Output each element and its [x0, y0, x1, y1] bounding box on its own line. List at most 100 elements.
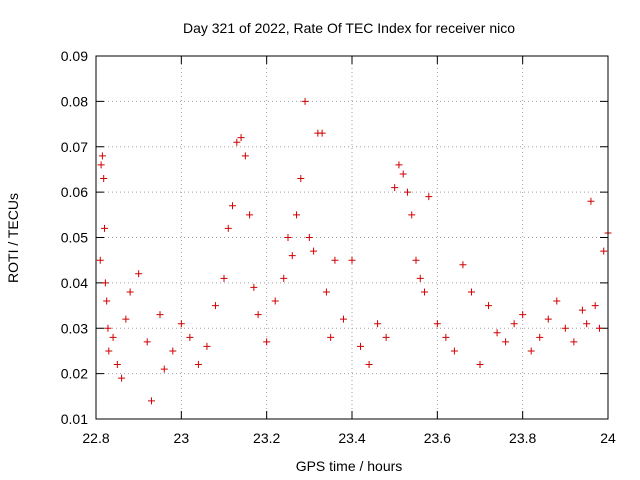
data-point	[493, 329, 501, 337]
y-tick-label: 0.09	[61, 48, 88, 64]
y-tick-label: 0.07	[61, 139, 88, 155]
data-point	[194, 361, 202, 369]
data-point	[233, 138, 241, 146]
data-point	[229, 202, 237, 210]
data-point	[143, 338, 151, 346]
data-point	[318, 129, 326, 137]
y-tick-label: 0.05	[61, 230, 88, 246]
data-point	[365, 361, 373, 369]
data-point	[510, 320, 518, 328]
axis-ticks: 0.01 0.02 0.03 0.04 0.05 0.06 0.07 0.08 0.09 22.8…	[61, 48, 616, 446]
data-point	[403, 188, 411, 196]
y-tick-label: 0.06	[61, 184, 88, 200]
data-point	[237, 134, 245, 142]
data-point	[425, 193, 433, 201]
data-point	[348, 256, 356, 264]
data-point	[399, 170, 407, 178]
data-point	[98, 152, 106, 160]
data-point	[578, 306, 586, 314]
chart-title: Day 321 of 2022, Rate Of TEC Index for r…	[183, 20, 515, 36]
data-point	[135, 270, 143, 278]
data-point	[177, 320, 185, 328]
x-tick-label: 22.8	[82, 430, 109, 446]
data-points	[96, 97, 612, 405]
data-point	[105, 347, 113, 355]
data-point	[97, 161, 105, 169]
data-point	[502, 338, 510, 346]
data-point	[147, 397, 155, 405]
data-point	[519, 311, 527, 319]
data-point	[459, 261, 467, 269]
data-point	[101, 224, 109, 232]
data-point	[595, 324, 603, 332]
x-tick-label: 23.2	[253, 430, 280, 446]
y-tick-label: 0.01	[61, 411, 88, 427]
data-point	[416, 274, 424, 282]
data-point	[382, 333, 390, 341]
data-point	[169, 347, 177, 355]
data-point	[297, 175, 305, 183]
data-point	[476, 361, 484, 369]
data-point	[391, 184, 399, 192]
data-point	[591, 302, 599, 310]
data-point	[339, 315, 347, 323]
data-point	[374, 320, 382, 328]
data-point	[96, 256, 104, 264]
data-point	[250, 283, 258, 291]
data-point	[211, 302, 219, 310]
data-point	[450, 347, 458, 355]
data-point	[122, 315, 130, 323]
data-point	[553, 297, 561, 305]
data-point	[254, 311, 262, 319]
data-point	[263, 338, 271, 346]
data-point	[118, 374, 126, 382]
y-axis-label: ROTI / TECUs	[5, 193, 21, 283]
data-point	[408, 211, 416, 219]
data-point	[322, 288, 330, 296]
data-point	[271, 297, 279, 305]
data-point	[113, 361, 121, 369]
grid-lines	[96, 56, 608, 419]
y-tick-label: 0.03	[61, 320, 88, 336]
x-tick-label: 23	[174, 430, 190, 446]
data-point	[310, 247, 318, 255]
data-point	[587, 197, 595, 205]
data-point	[288, 252, 296, 260]
data-point	[203, 342, 211, 350]
y-tick-label: 0.04	[61, 275, 88, 291]
data-point	[156, 311, 164, 319]
data-point	[412, 256, 420, 264]
y-tick-label: 0.08	[61, 93, 88, 109]
data-point	[421, 288, 429, 296]
x-tick-label: 23.6	[424, 430, 451, 446]
x-tick-label: 24	[600, 430, 616, 446]
data-point	[160, 365, 168, 373]
data-point	[305, 234, 313, 241]
data-point	[280, 274, 288, 282]
data-point	[536, 333, 544, 341]
x-tick-label: 23.8	[509, 430, 536, 446]
data-point	[357, 342, 365, 350]
data-point	[109, 333, 117, 341]
x-axis-label: GPS time / hours	[296, 458, 403, 474]
data-point	[467, 288, 475, 296]
data-point	[433, 320, 441, 328]
data-point	[224, 224, 232, 232]
data-point	[583, 320, 591, 328]
data-point	[101, 279, 109, 287]
plot-frame	[95, 55, 609, 420]
data-point	[527, 347, 535, 355]
data-point	[331, 256, 339, 264]
data-point	[485, 302, 493, 310]
data-point	[241, 152, 249, 160]
data-point	[570, 338, 578, 346]
data-point	[442, 333, 450, 341]
data-point	[284, 234, 292, 241]
data-point	[395, 161, 403, 169]
data-point	[544, 315, 552, 323]
data-point	[186, 333, 194, 341]
y-tick-label: 0.02	[61, 366, 88, 382]
data-point	[104, 324, 112, 332]
data-point	[301, 97, 309, 105]
